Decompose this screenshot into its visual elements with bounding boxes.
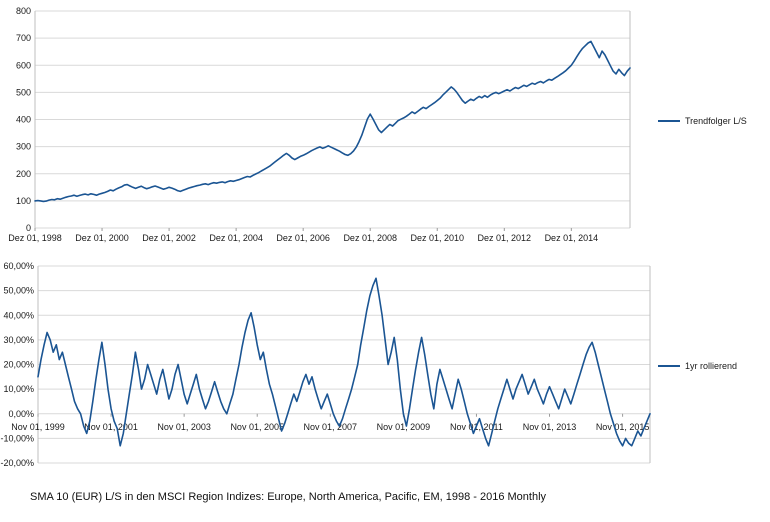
- x-tick-label: Dez 01, 2014: [545, 233, 599, 243]
- y-tick-label: 200: [16, 169, 31, 179]
- y-tick-label: 700: [16, 33, 31, 43]
- x-tick-label: Nov 01, 2015: [596, 422, 650, 432]
- y-tick-label: 10,00%: [3, 384, 34, 394]
- legend-rolling: 1yr rollierend: [658, 361, 737, 371]
- legend-line-icon: [658, 365, 680, 367]
- x-tick-label: Nov 01, 2013: [523, 422, 577, 432]
- x-tick-label: Dez 01, 2010: [410, 233, 464, 243]
- chart-caption: SMA 10 (EUR) L/S in den MSCI Region Indi…: [30, 491, 547, 503]
- x-tick-label: Nov 01, 2005: [230, 422, 284, 432]
- x-tick-label: Nov 01, 2009: [377, 422, 431, 432]
- y-tick-label: 0,00%: [8, 409, 34, 419]
- y-tick-label: 300: [16, 142, 31, 152]
- y-tick-label: 60,00%: [3, 261, 34, 271]
- y-tick-label: 400: [16, 115, 31, 125]
- y-tick-label: 600: [16, 60, 31, 70]
- x-tick-label: Nov 01, 2007: [304, 422, 358, 432]
- y-tick-label: -20,00%: [0, 458, 34, 468]
- y-tick-label: 50,00%: [3, 286, 34, 296]
- x-tick-label: Nov 01, 2001: [84, 422, 138, 432]
- x-tick-label: Dez 01, 1998: [8, 233, 62, 243]
- x-tick-label: Dez 01, 2000: [75, 233, 129, 243]
- y-tick-label: 100: [16, 196, 31, 206]
- rolling-series-line: [37, 277, 651, 447]
- x-tick-label: Dez 01, 2004: [209, 233, 263, 243]
- y-tick-label: 40,00%: [3, 310, 34, 320]
- legend-label: 1yr rollierend: [685, 361, 738, 371]
- y-tick-label: 30,00%: [3, 335, 34, 345]
- legend-label: Trendfolger L/S: [685, 116, 747, 126]
- x-tick-label: Dez 01, 2002: [142, 233, 196, 243]
- y-tick-label: 20,00%: [3, 360, 34, 370]
- x-tick-label: Nov 01, 2003: [157, 422, 211, 432]
- x-tick-label: Dez 01, 2006: [276, 233, 330, 243]
- y-tick-label: 0: [26, 223, 31, 233]
- x-tick-label: Nov 01, 1999: [11, 422, 65, 432]
- y-tick-label: 500: [16, 87, 31, 97]
- y-tick-label: 800: [16, 6, 31, 16]
- trendfolger-series-line: [34, 40, 631, 203]
- legend-line-icon: [658, 120, 680, 122]
- y-tick-label: -10,00%: [0, 433, 34, 443]
- x-tick-label: Dez 01, 2012: [478, 233, 532, 243]
- x-tick-label: Dez 01, 2008: [343, 233, 397, 243]
- legend-trendfolger: Trendfolger L/S: [658, 116, 747, 126]
